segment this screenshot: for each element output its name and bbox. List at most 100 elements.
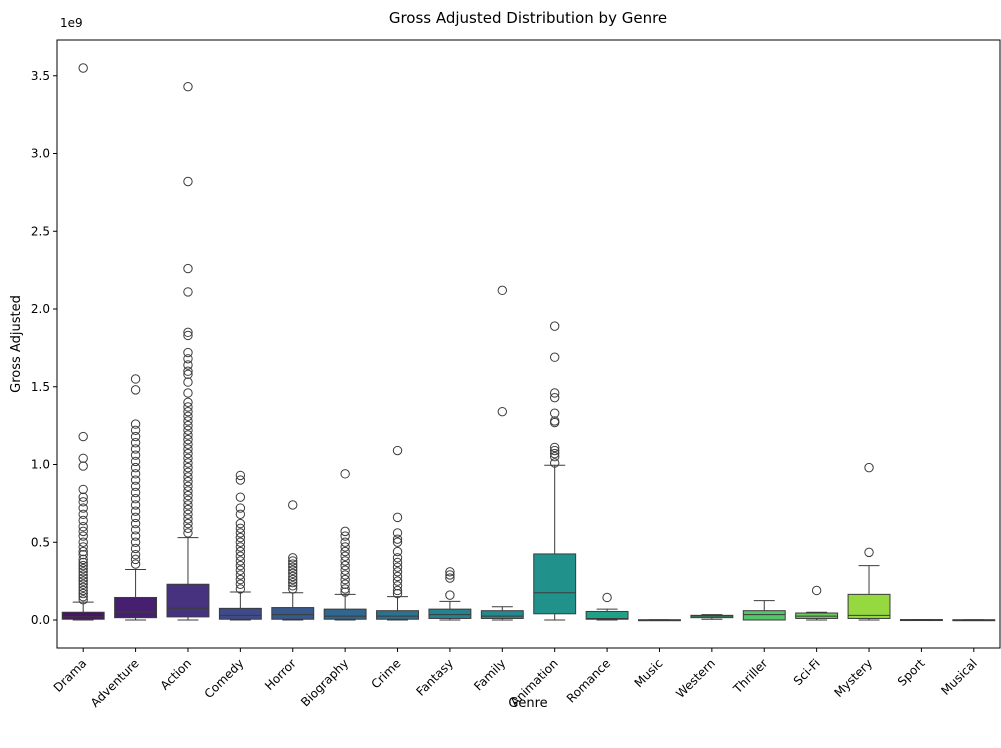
outlier-point [497, 406, 508, 417]
outlier-point [130, 554, 141, 565]
outlier-point [235, 570, 246, 580]
outlier-point [183, 518, 193, 529]
outlier-point [78, 453, 88, 463]
outlier-point [445, 573, 455, 583]
outlier-point [392, 528, 403, 538]
box-iqr [271, 607, 315, 620]
outlier-point [78, 546, 88, 557]
outlier-point [392, 534, 403, 544]
x-tick-label: Action [158, 656, 194, 692]
box-iqr [480, 610, 524, 619]
outlier-point [130, 537, 141, 547]
outlier-point [288, 500, 298, 510]
outlier-point [235, 470, 246, 481]
outlier-point [235, 528, 246, 538]
y-tick-label: 2.5 [31, 224, 50, 238]
x-tick-label: Western [673, 656, 718, 701]
outlier-point [288, 577, 298, 588]
x-tick-label: Comedy [202, 656, 247, 701]
outlier-point [183, 388, 193, 398]
outlier-point [288, 584, 298, 594]
outlier-point [235, 546, 246, 557]
outlier-point [183, 495, 193, 505]
outlier-point [78, 585, 88, 596]
outlier-point [235, 584, 246, 594]
outlier-point [183, 453, 193, 463]
outlier-point [288, 568, 298, 579]
outlier-point [183, 327, 193, 338]
y-tick-label: 3.0 [31, 147, 50, 161]
outlier-point [445, 590, 455, 600]
outlier-point [130, 500, 141, 510]
outlier-point [183, 486, 193, 496]
outlier-point [392, 512, 403, 523]
outlier-point [288, 574, 298, 585]
outlier-point [288, 553, 298, 563]
outlier-point [602, 592, 612, 603]
outlier-point [78, 595, 88, 605]
y-tick-label: 2.0 [31, 302, 50, 316]
outlier-point [78, 579, 88, 589]
outlier-point [183, 504, 193, 515]
box-crime [376, 445, 419, 621]
outlier-point [183, 263, 193, 274]
box-iqr [742, 610, 786, 621]
outlier-point [78, 560, 88, 571]
outlier-point [130, 425, 141, 436]
outlier-point [864, 462, 874, 473]
outlier-point [183, 176, 193, 187]
outlier-point [340, 546, 350, 557]
outlier-point [392, 571, 403, 582]
outlier-point [183, 509, 193, 519]
outlier-point [130, 456, 141, 467]
box-horror [271, 500, 315, 621]
outlier-point [183, 430, 193, 440]
outlier-point [78, 576, 88, 586]
outlier-point [340, 537, 350, 547]
box-western [690, 614, 734, 620]
outlier-point [183, 366, 193, 376]
x-tick-label: Adventure [88, 656, 142, 710]
box-mystery [847, 462, 891, 621]
plot-area-frame [56, 39, 1001, 649]
x-tick-label: Romance [564, 656, 613, 705]
x-tick-label: Crime [368, 656, 403, 691]
outlier-point [130, 444, 141, 454]
x-tick-label: Sport [895, 656, 928, 689]
outlier-point [78, 497, 88, 507]
box-iqr [585, 610, 629, 620]
outlier-point [130, 450, 141, 460]
outlier-point [130, 518, 141, 529]
outlier-point [183, 411, 193, 422]
outlier-point [183, 81, 193, 92]
outlier-point [130, 481, 141, 491]
x-tick-label: Musical [938, 656, 980, 698]
outlier-point [340, 565, 350, 575]
outlier-point [392, 537, 403, 547]
outlier-point [183, 490, 193, 501]
outlier-point [130, 419, 141, 429]
outlier-point [392, 567, 403, 577]
outlier-point [78, 563, 88, 574]
outlier-point [183, 481, 193, 491]
y-tick-label: 3.5 [31, 69, 50, 83]
outlier-point [392, 585, 403, 596]
outlier-point [235, 503, 246, 513]
outlier-point [78, 492, 88, 502]
outlier-point [235, 551, 246, 561]
x-tick-label: Horror [262, 656, 299, 693]
outlier-point [235, 542, 246, 552]
outlier-point [340, 542, 350, 552]
outlier-point [392, 445, 403, 456]
box-sci-fi [795, 585, 839, 621]
outlier-point [78, 522, 88, 532]
outlier-point [183, 434, 193, 445]
outlier-point [130, 506, 141, 516]
y-axis-title: Gross Adjusted [9, 295, 24, 393]
outlier-point [392, 581, 403, 591]
outlier-point [130, 475, 141, 485]
box-iqr [114, 596, 158, 619]
y-tick-label: 1.0 [31, 458, 50, 472]
outlier-point [183, 439, 193, 449]
